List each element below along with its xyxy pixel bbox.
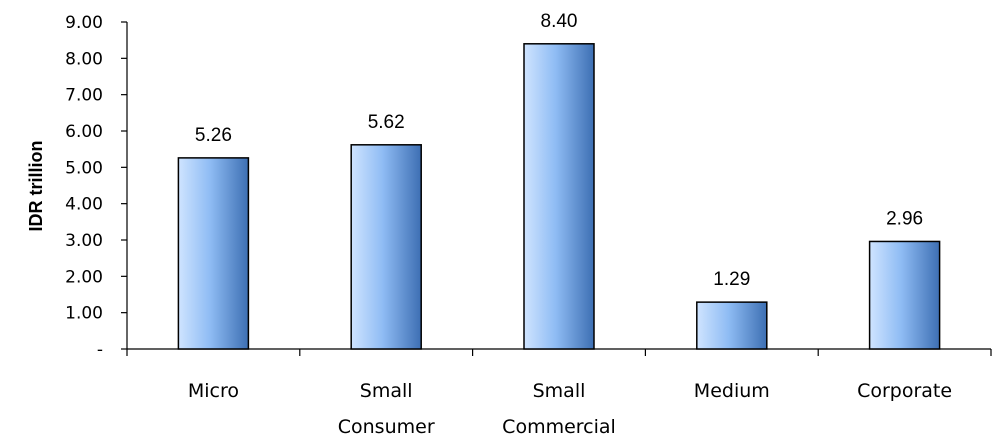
category-labels: Micro Small Consumer Small Commercial Medium C… (188, 380, 952, 435)
bar (350, 144, 422, 350)
category-label: Commercial (502, 416, 616, 435)
category-label: Corporate (857, 380, 952, 402)
y-tick-label: 9.00 (65, 13, 103, 33)
bar (523, 43, 595, 350)
bar (868, 240, 941, 350)
category-label: Small (533, 380, 586, 402)
y-tick-label: 8.00 (65, 49, 103, 69)
bar-series (177, 43, 941, 350)
bar-value-label: 5.26 (195, 125, 232, 146)
bar-value-label: 8.40 (541, 11, 578, 32)
y-axis: - 1.00 2.00 3.00 4.00 5.00 6.00 7.00 8.00 9.00 (65, 13, 128, 360)
bar-value-label: 2.96 (886, 208, 923, 229)
y-tick-label: 1.00 (65, 304, 103, 324)
data-labels: 5.26 5.62 8.40 1.29 2.96 (195, 11, 923, 290)
category-label: Micro (188, 380, 239, 402)
y-tick-label: 2.00 (65, 267, 103, 287)
y-tick-label: 4.00 (65, 195, 103, 215)
y-tick-label: 5.00 (65, 158, 103, 178)
bar-value-label: 1.29 (713, 269, 750, 290)
bar (696, 301, 768, 350)
category-label: Small (360, 380, 413, 402)
y-axis-title: IDR trillion (26, 141, 46, 232)
category-label: Consumer (338, 416, 435, 435)
bar (177, 157, 250, 350)
y-tick-label: 6.00 (65, 122, 103, 142)
x-axis (126, 348, 992, 356)
bar-value-label: 5.62 (368, 112, 405, 133)
y-tick-label: 7.00 (65, 86, 103, 106)
y-tick-label: - (97, 340, 103, 360)
category-label: Medium (694, 380, 770, 402)
y-tick-label: 3.00 (65, 231, 103, 251)
